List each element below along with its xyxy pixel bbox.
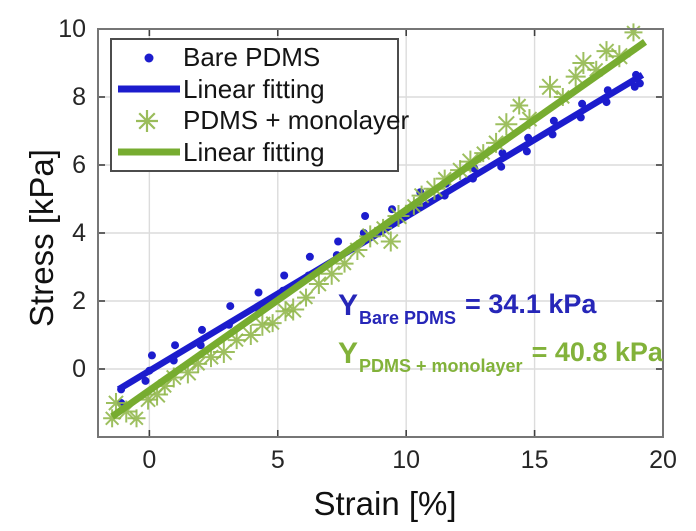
legend-item-label: Linear fitting [183,73,325,104]
annotation-symbol: Y [338,337,359,370]
legend-item-label: PDMS + monolayer [183,105,410,136]
dot-icon [144,53,154,63]
legend-item-label: Linear fitting [183,136,325,167]
thick-line-icon [118,148,180,156]
y-tick-label: 6 [72,151,86,179]
legend: Bare PDMS Linear fitting PDMS + monolayer L… [110,38,409,172]
x-tick-label: 10 [392,446,421,474]
annotation-subscript: Bare PDMS [359,308,457,328]
data-point-bare-pdms [171,341,180,350]
x-tick-label: 20 [649,446,677,474]
legend-item-label: Bare PDMS [183,42,321,73]
annotation-symbol: Y [338,289,359,322]
thick-line-icon [118,85,180,93]
data-point-bare-pdms [497,162,506,171]
data-point-bare-pdms [141,376,150,385]
annotation-value: = 34.1 kPa [465,289,597,319]
y-tick-label: 2 [72,287,86,315]
y-tick-label: 4 [72,219,86,247]
legend-item-bare-pdms: Bare PDMS [118,42,397,73]
data-point-bare-pdms [305,252,314,261]
data-point-bare-pdms [578,99,587,108]
data-point-pdms-monolayer [297,288,316,307]
data-point-pdms-monolayer [212,341,235,363]
x-tick-label: 15 [520,446,549,474]
data-point-bare-pdms [361,212,370,220]
annotation-pdms-monolayer: YPDMS + monolayer = 40.8 kPa [338,337,663,376]
x-tick-label: 5 [270,446,285,474]
data-point-bare-pdms [226,302,235,311]
x-tick-label: 0 [142,446,157,474]
data-point-pdms-monolayer [539,75,561,98]
data-point-pdms-monolayer [510,96,529,115]
data-point-pdms-monolayer [380,231,401,252]
asterisk-icon [136,109,158,132]
data-point-pdms-monolayer [263,314,282,333]
data-point-pdms-monolayer [624,23,643,42]
data-point-pdms-monolayer [495,113,518,136]
data-point-bare-pdms [147,351,156,360]
legend-item-linear-fitting: Linear fitting [118,74,397,105]
y-tick-label: 0 [72,355,86,383]
axis-border [97,28,664,438]
data-point-bare-pdms [522,147,531,156]
data-point-pdms-monolayer [127,409,146,428]
y-tick-label: 10 [58,15,86,43]
annotation-bare-pdms: YBare PDMS = 34.1 kPa [338,289,597,328]
data-point-bare-pdms [198,325,207,334]
annotation-value: = 40.8 kPa [531,337,663,367]
data-point-bare-pdms [254,288,263,297]
legend-item-pdms-monolayer: PDMS + monolayer [118,105,409,136]
data-point-bare-pdms [334,237,343,246]
data-point-bare-pdms [549,116,558,125]
data-point-pdms-monolayer [308,274,329,294]
fit-line-pdms-monolayer [110,39,648,420]
data-point-pdms-monolayer [282,298,305,321]
annotation-subscript: PDMS + monolayer [359,356,523,376]
data-point-bare-pdms [280,271,289,280]
x-axis-label: Strain [%] [313,485,457,522]
y-tick-label: 8 [72,83,86,111]
legend-item-linear-fitting: Linear fitting [118,137,397,168]
